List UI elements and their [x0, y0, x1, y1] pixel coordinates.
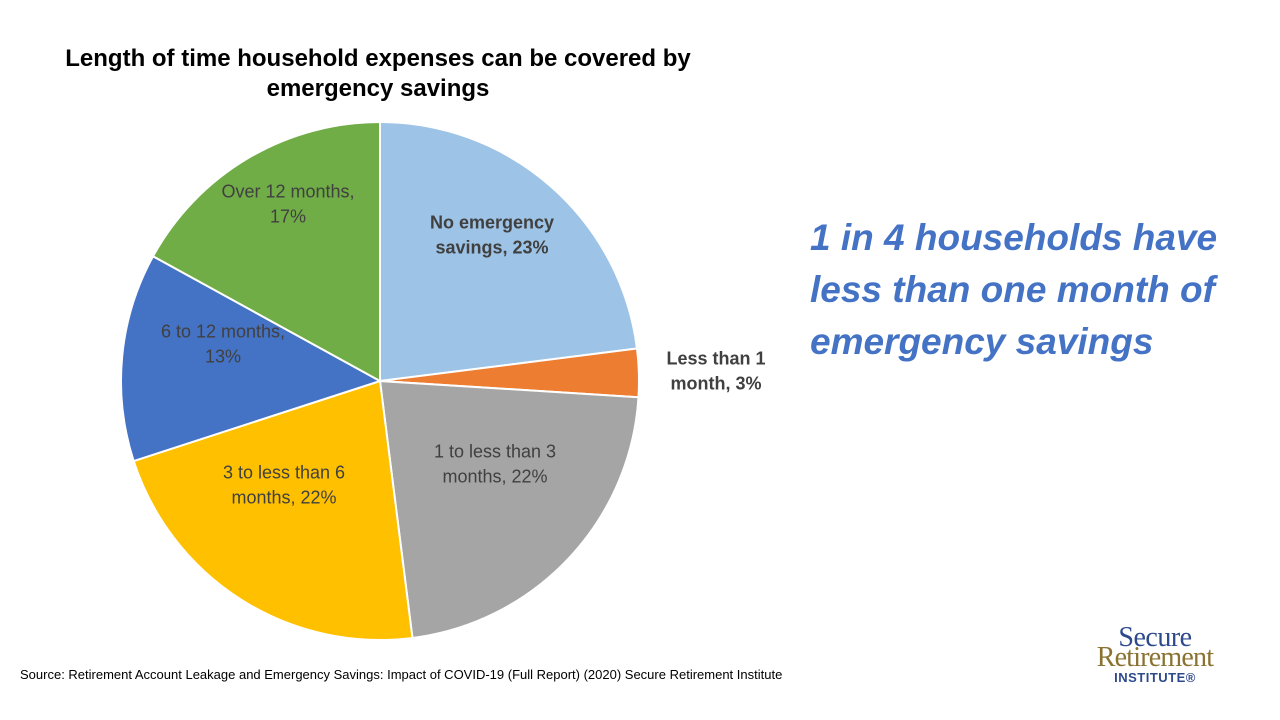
- slice-label-line: 6 to 12 months,: [161, 322, 285, 342]
- slice-label-over-12-months: Over 12 months, 17%: [221, 182, 354, 227]
- pie-slice-no-emergency-savings: [379, 121, 638, 382]
- slice-label-less-than-1-month: Less than 1 month, 3%: [666, 349, 765, 394]
- slice-label-line: savings, 23%: [435, 238, 548, 258]
- slice-label-line: 1 to less than 3: [434, 442, 556, 462]
- slice-label-line: Less than 1: [666, 349, 765, 369]
- slice-label-line: Over 12 months,: [221, 182, 354, 202]
- slice-label-6-to-12-months: 6 to 12 months, 13%: [161, 322, 285, 367]
- slice-label-line: 13%: [205, 347, 241, 367]
- pie-slice-6-to-12-months: [120, 255, 381, 463]
- slice-label-line: 3 to less than 6: [223, 463, 345, 483]
- source-note: Source: Retirement Account Leakage and E…: [20, 667, 783, 682]
- slice-label-3-to-less-than-6-months: 3 to less than 6 months, 22%: [223, 463, 345, 508]
- slice-label-line: 17%: [270, 207, 306, 227]
- pie-slices: [120, 121, 640, 641]
- pie-slice-over-12-months: [152, 121, 381, 382]
- logo-line-secure: Secure: [1118, 622, 1192, 653]
- slice-label-line: month, 3%: [670, 374, 761, 394]
- callout-text: 1 in 4 households have less than one mon…: [810, 217, 1218, 362]
- pie-slice-1-to-less-than-3-months: [379, 380, 640, 639]
- logo-line-retirement: Retirement: [1096, 642, 1214, 673]
- slice-label-1-to-less-than-3-months: 1 to less than 3 months, 22%: [434, 442, 556, 487]
- slice-label-no-emergency-savings: No emergency savings, 23%: [430, 213, 554, 258]
- slice-label-line: months, 22%: [442, 467, 547, 487]
- secure-retirement-institute-logo: Secure Retirement INSTITUTE®: [1080, 624, 1230, 688]
- logo-line-institute: INSTITUTE®: [1114, 670, 1196, 685]
- chart-title: Length of time household expenses can be…: [65, 45, 691, 102]
- slice-label-line: months, 22%: [231, 488, 336, 508]
- pie-labels: No emergency savings, 23% Less than 1 month…: [161, 182, 766, 508]
- slice-label-line: No emergency: [430, 213, 554, 233]
- pie-slice-3-to-less-than-6-months: [132, 380, 414, 641]
